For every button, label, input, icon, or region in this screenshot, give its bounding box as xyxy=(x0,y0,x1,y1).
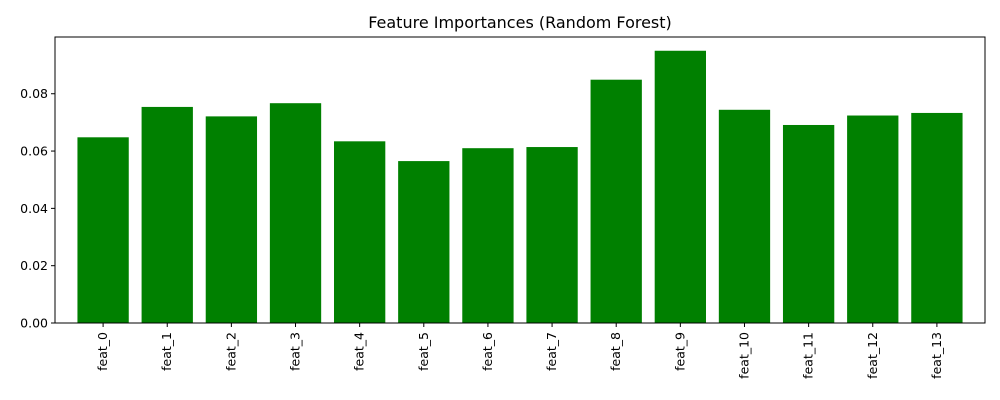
x-tick-label: feat_6 xyxy=(480,332,495,371)
x-tick-label: feat_12 xyxy=(865,332,880,379)
x-tick-label: feat_11 xyxy=(801,332,816,379)
x-tick-label: feat_0 xyxy=(95,332,110,371)
x-tick-label: feat_5 xyxy=(416,332,431,371)
bar-feat-1 xyxy=(141,106,193,323)
y-tick-label: 0.02 xyxy=(20,258,48,273)
y-tick-label: 0.06 xyxy=(20,144,48,159)
x-tick-label: feat_10 xyxy=(736,332,751,379)
x-tick-label: feat_8 xyxy=(608,332,623,371)
y-tick-label: 0.08 xyxy=(20,86,48,101)
bar-feat-9 xyxy=(654,50,706,323)
bar-feat-7 xyxy=(526,147,578,323)
bar-feat-2 xyxy=(205,116,258,323)
x-tick-label: feat_4 xyxy=(352,332,367,371)
bar-feat-10 xyxy=(718,109,771,323)
x-tick-label: feat_2 xyxy=(223,332,238,371)
bar-feat-3 xyxy=(269,103,322,323)
bar-feat-5 xyxy=(398,161,450,323)
bar-feat-11 xyxy=(782,124,835,323)
y-tick-label: 0.00 xyxy=(20,316,48,331)
y-tick-label: 0.04 xyxy=(20,201,48,216)
x-axis: feat_0 feat_1 feat_2 feat_3 feat_4 feat_5 feat… xyxy=(95,323,944,379)
bar-feat-6 xyxy=(462,148,514,323)
x-tick-label: feat_9 xyxy=(672,332,687,371)
bar-feat-0 xyxy=(77,137,129,323)
bar-feat-8 xyxy=(590,79,642,323)
chart-title: Feature Importances (Random Forest) xyxy=(368,13,672,32)
x-tick-label: feat_13 xyxy=(929,332,944,379)
plot-frame xyxy=(54,36,986,324)
x-tick-label: feat_7 xyxy=(544,332,559,371)
x-tick-label: feat_1 xyxy=(159,332,174,371)
bar-feat-13 xyxy=(911,112,963,323)
bar-group xyxy=(77,50,963,323)
y-axis: 0.00 0.02 0.04 0.06 0.08 xyxy=(20,86,55,331)
x-tick-label: feat_3 xyxy=(288,332,303,371)
bar-feat-12 xyxy=(847,115,899,323)
bar-feat-4 xyxy=(334,141,386,323)
